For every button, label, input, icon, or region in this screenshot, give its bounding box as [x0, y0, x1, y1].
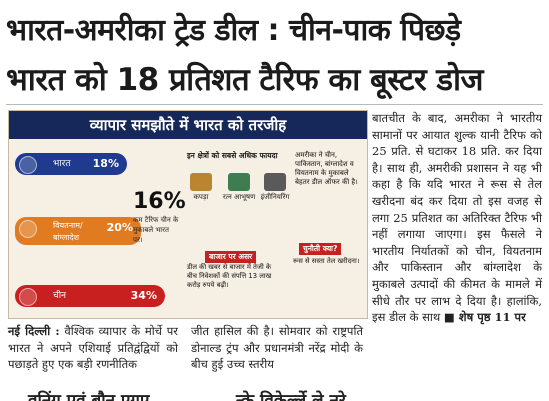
bar-label: भारत	[53, 159, 71, 169]
gem-icon	[228, 173, 250, 191]
bar-india: भारत 18%	[15, 153, 127, 175]
infographic: व्यापार समझौते में भारत को तरजीह भारत 18…	[8, 110, 368, 319]
next-headline-fragment: वनिंग एवं बौन एगए न्के विकेर्ल्ले ले नरे	[0, 388, 549, 401]
bar-label: चीन	[53, 291, 67, 301]
continued-link[interactable]: ■ शेष पृष्ठ 11 पर	[443, 310, 526, 325]
column-a: नई दिल्ली : वैश्विक व्यापार के मोर्चे पर…	[8, 323, 178, 373]
gear-icon	[264, 173, 286, 191]
advantage-label: इंजीनियरिंग	[260, 193, 290, 201]
fragment-right: न्के विकेर्ल्ले ले नरे	[236, 391, 346, 401]
bar-value: 18%	[92, 157, 119, 170]
bar-value: 34%	[130, 289, 157, 302]
usa-note: अमरीका ने चीन, पाकिस्तान, बांग्लादेश व व…	[295, 151, 358, 186]
challenge-text: रूस से सस्ता तेल खरीदना।	[293, 257, 360, 265]
big-number-caption: कम टैरिफ चीन के मुकाबले भारत पर।	[133, 216, 179, 244]
advantage-label: रत्न आभूषण	[222, 193, 256, 201]
textile-icon	[190, 173, 212, 191]
advantage-engineering: इंजीनियरिंग	[255, 173, 295, 202]
advantage-heading: इन क्षेत्रों को सबसे अधिक फायदा	[187, 151, 278, 160]
column-b: जीत हासिल की है। सोमवार को राष्ट्रपति डो…	[191, 324, 363, 372]
big-number: 16%	[133, 189, 186, 214]
market-impact-badge: बाजार पर असर	[205, 251, 257, 263]
infographic-title: व्यापार समझौते में भारत को तरजीह	[9, 111, 367, 139]
bar-china: चीन 34%	[15, 285, 165, 307]
headline-line-1: भारत-अमरीका ट्रेड डील : चीन-पाक पिछड़े	[6, 13, 461, 48]
china-icon	[19, 288, 37, 306]
right-column-text: बातचीत के बाद, अमरीका ने भारतीय सामानों …	[372, 110, 542, 326]
monument-icon	[19, 220, 37, 238]
dateline: नई दिल्ली :	[8, 324, 60, 338]
article-text: वैश्विक व्यापार के मोर्चे पर भारत ने अपन…	[8, 324, 178, 372]
bar-vietnam-bangladesh: वियतनाम/ बांग्लादेश 20%	[15, 217, 141, 245]
bar-label: वियतनाम/ बांग्लादेश	[53, 221, 83, 242]
advantage-textile: कपड़ा	[181, 173, 221, 202]
headline-line-2: भारत को 18 प्रतिशत टैरिफ का बूस्टर डोज	[6, 62, 484, 98]
bar-value: 20%	[106, 221, 133, 234]
divider	[6, 104, 543, 105]
india-gate-icon	[19, 156, 37, 174]
market-impact-text: डील की खबर से बाजार में तेजी के बीच निवे…	[187, 263, 272, 289]
challenge-badge: चुनौती क्या?	[299, 243, 342, 255]
advantage-gems: रत्न आभूषण	[219, 173, 259, 202]
fragment-left: वनिंग एवं बौन एगए	[28, 391, 150, 401]
advantage-label: कपड़ा	[193, 193, 209, 201]
article-text: बातचीत के बाद, अमरीका ने भारतीय सामानों …	[372, 111, 542, 325]
